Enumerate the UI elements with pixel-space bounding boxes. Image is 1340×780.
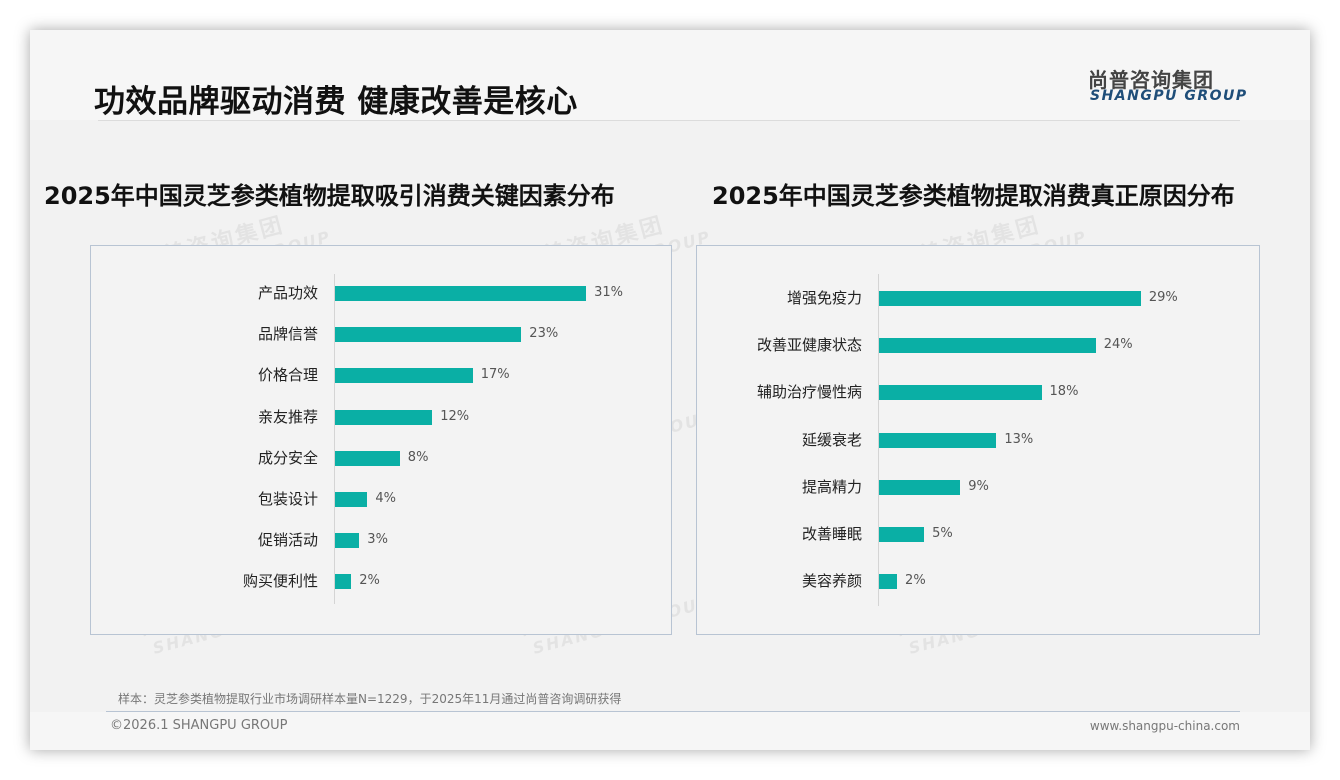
- category-label: 美容养颜: [801, 572, 862, 591]
- category-label: 提高精力: [801, 477, 862, 496]
- left-chart-title: 2025年中国灵芝参类植物提取吸引消费关键因素分布: [44, 182, 615, 210]
- value-label: 23%: [529, 326, 559, 342]
- value-label: 8%: [407, 449, 429, 465]
- category-label: 增强免疫力: [786, 289, 862, 307]
- category-label: 促销活动: [257, 531, 318, 550]
- data-bar[interactable]: [335, 450, 400, 466]
- data-bar[interactable]: [335, 409, 433, 425]
- category-label: 改善亚健康状态: [756, 336, 862, 355]
- category-label: 包装设计: [257, 490, 318, 508]
- left-chart-panel: 产品功效 31% 品牌信誉 23% 价格合理 17% 亲友推荐 12% 成分安全 8% 包装设计 4%…: [90, 245, 672, 635]
- right-chart-title: 2025年中国灵芝参类植物提取消费真正原因分布: [712, 182, 1235, 210]
- value-label: 17%: [480, 367, 510, 383]
- copyright-text: ©2026.1 SHANGPU GROUP: [110, 718, 288, 733]
- bar-row: 改善睡眠 5%: [697, 524, 1259, 544]
- category-label: 辅助治疗慢性病: [756, 383, 862, 402]
- value-label: 18%: [1049, 384, 1079, 400]
- data-bar[interactable]: [335, 492, 368, 507]
- title-divider: [98, 120, 1240, 121]
- value-label: 9%: [968, 478, 989, 494]
- bar-row: 改善亚健康状态 24%: [697, 335, 1259, 355]
- category-axis-line: [334, 274, 335, 604]
- footer-divider: [106, 711, 1240, 712]
- value-label: 4%: [375, 491, 397, 506]
- bar-row: 成分安全 8%: [91, 448, 671, 468]
- bar-row: 辅助治疗慢性病 18%: [697, 382, 1259, 402]
- logo-english: SHANGPU GROUP: [1090, 88, 1248, 104]
- category-label: 亲友推荐: [257, 407, 318, 426]
- bar-row: 促销活动 3%: [91, 530, 671, 550]
- page-title: 功效品牌驱动消费 健康改善是核心: [94, 84, 578, 120]
- bar-row: 亲友推荐 12%: [91, 407, 671, 427]
- bar-row: 购买便利性 2%: [91, 571, 671, 591]
- data-bar[interactable]: [879, 385, 1042, 401]
- bar-row: 提高精力 9%: [697, 477, 1259, 497]
- data-bar[interactable]: [879, 291, 1141, 306]
- category-axis-line: [878, 274, 879, 606]
- value-label: 24%: [1103, 337, 1133, 353]
- value-label: 5%: [932, 526, 953, 541]
- bar-row: 美容养颜 2%: [697, 571, 1259, 591]
- value-label: 3%: [367, 532, 388, 548]
- category-label: 改善睡眠: [801, 525, 862, 543]
- data-bar[interactable]: [335, 574, 352, 590]
- right-chart-panel: 增强免疫力 29% 改善亚健康状态 24% 辅助治疗慢性病 18% 延缓衰老 13% 提高精力 9…: [696, 245, 1260, 635]
- data-bar[interactable]: [335, 327, 522, 343]
- data-bar[interactable]: [879, 527, 925, 542]
- data-bar[interactable]: [335, 533, 360, 549]
- value-label: 29%: [1148, 290, 1178, 305]
- bar-row: 品牌信誉 23%: [91, 324, 671, 344]
- bar-row: 价格合理 17%: [91, 365, 671, 385]
- data-bar[interactable]: [879, 338, 1096, 354]
- data-bar[interactable]: [879, 479, 961, 495]
- category-label: 价格合理: [257, 366, 318, 385]
- value-label: 12%: [440, 408, 470, 424]
- slide: 功效品牌驱动消费 健康改善是核心 尚普咨询集团 SHANGPU GROUP 尚普…: [30, 30, 1310, 750]
- website-link[interactable]: www.shangpu-china.com: [1089, 719, 1240, 733]
- category-label: 产品功效: [257, 284, 318, 302]
- category-label: 品牌信誉: [257, 325, 318, 344]
- data-bar[interactable]: [335, 368, 473, 384]
- bar-row: 包装设计 4%: [91, 489, 671, 509]
- bar-row: 延缓衰老 13%: [697, 430, 1259, 450]
- category-label: 成分安全: [257, 448, 318, 467]
- data-bar[interactable]: [879, 432, 997, 448]
- footer-band: [30, 712, 1310, 750]
- value-label: 2%: [359, 573, 380, 589]
- header-band: [30, 30, 1310, 120]
- data-bar[interactable]: [879, 574, 898, 590]
- bar-row: 产品功效 31%: [91, 283, 671, 303]
- value-label: 13%: [1004, 431, 1034, 447]
- logo-chinese: 尚普咨询集团: [1088, 68, 1214, 92]
- value-label: 2%: [905, 573, 926, 589]
- value-label: 31%: [594, 285, 623, 300]
- category-label: 购买便利性: [242, 572, 318, 591]
- category-label: 延缓衰老: [801, 430, 862, 449]
- bar-row: 增强免疫力 29%: [697, 288, 1259, 308]
- sample-footnote: 样本：灵芝参类植物提取行业市场调研样本量N=1229，于2025年11月通过尚普…: [118, 692, 622, 706]
- data-bar[interactable]: [335, 286, 587, 301]
